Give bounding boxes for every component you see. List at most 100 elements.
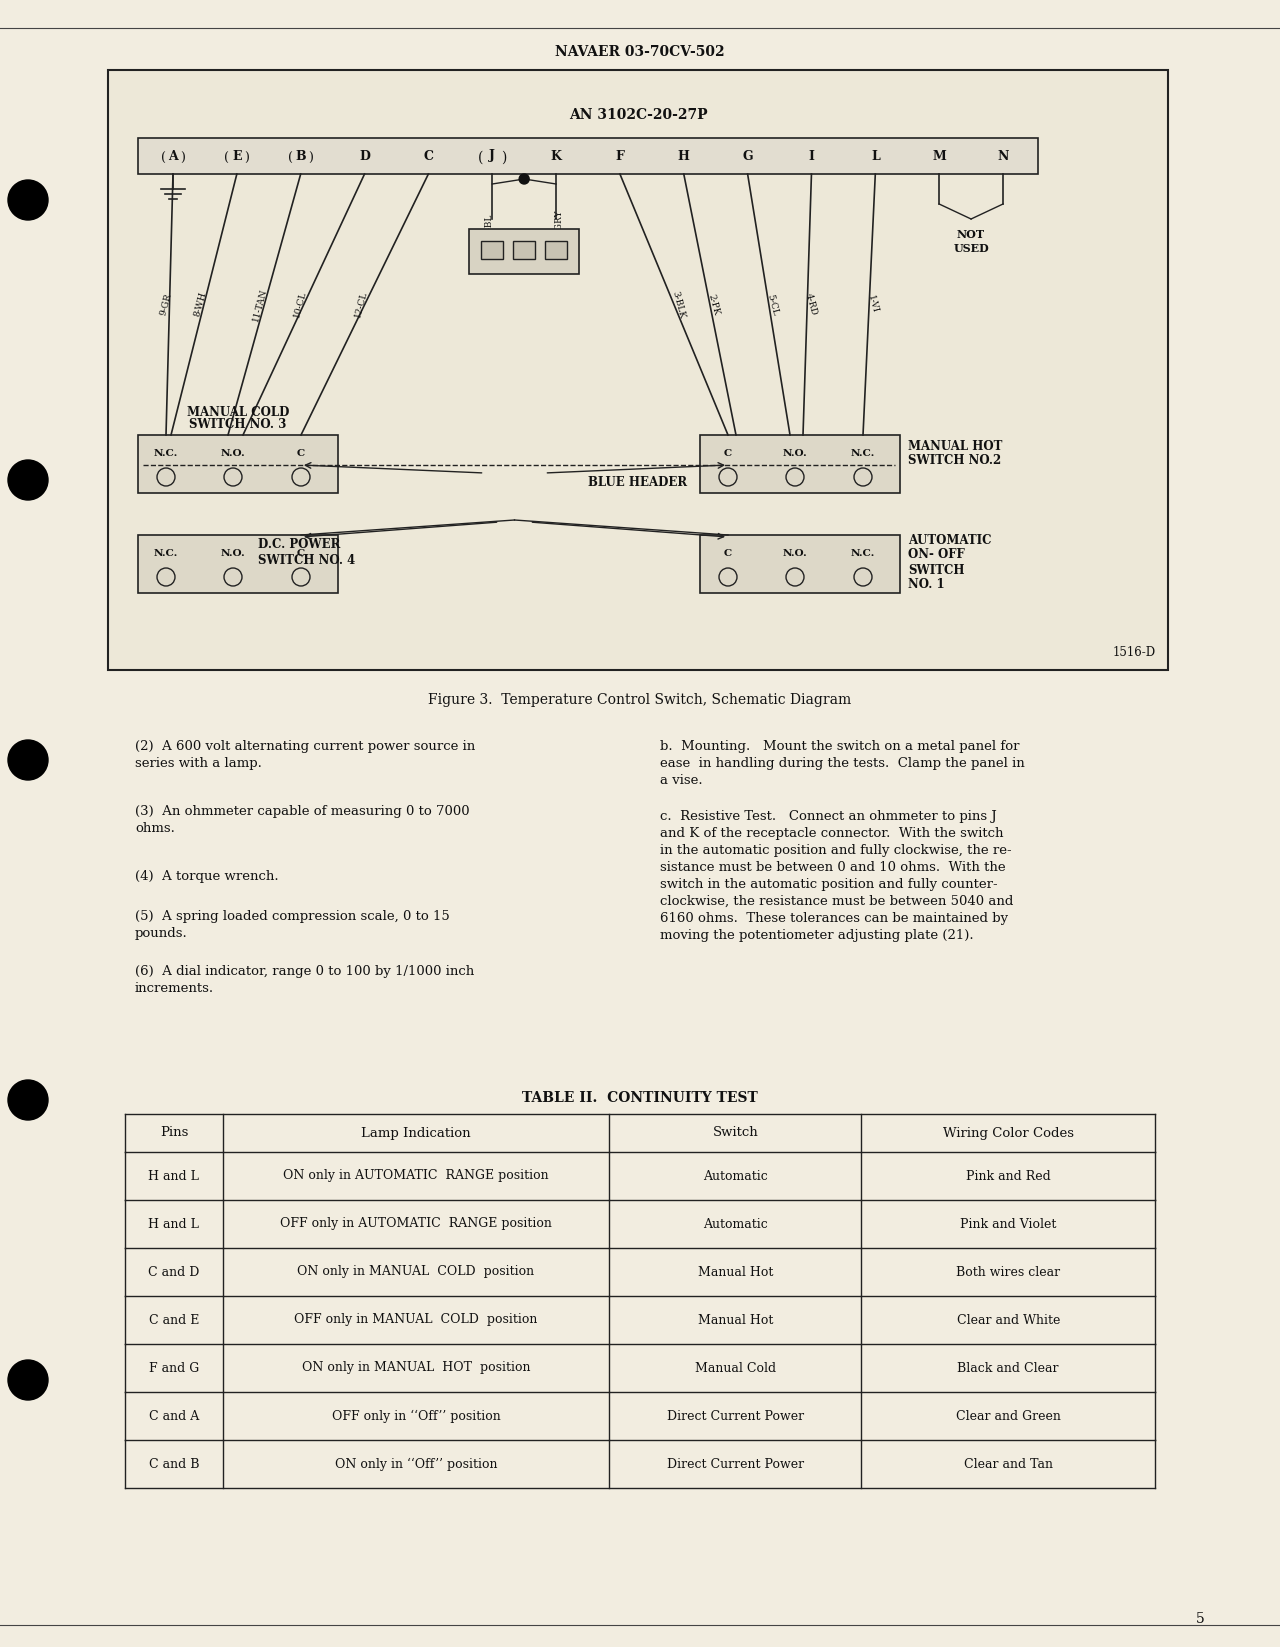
Circle shape xyxy=(786,468,804,486)
Text: Both wires clear: Both wires clear xyxy=(956,1265,1060,1278)
Bar xyxy=(138,138,1038,175)
Text: N.C.: N.C. xyxy=(851,548,876,557)
Text: 12-CL: 12-CL xyxy=(353,290,369,320)
Circle shape xyxy=(224,468,242,486)
Text: SWITCH NO. 3: SWITCH NO. 3 xyxy=(189,418,287,432)
Text: C and B: C and B xyxy=(148,1458,200,1471)
Text: D.C. POWER: D.C. POWER xyxy=(259,539,340,552)
Text: C: C xyxy=(297,448,305,458)
Text: I: I xyxy=(809,150,814,163)
Text: Automatic: Automatic xyxy=(703,1169,768,1183)
Circle shape xyxy=(224,568,242,586)
Text: ON only in AUTOMATIC  RANGE position: ON only in AUTOMATIC RANGE position xyxy=(283,1169,549,1183)
Circle shape xyxy=(8,460,49,501)
Text: ON only in MANUAL  COLD  position: ON only in MANUAL COLD position xyxy=(297,1265,535,1278)
Text: Black and Clear: Black and Clear xyxy=(957,1362,1059,1375)
Text: 6-GRY: 6-GRY xyxy=(554,209,563,239)
Text: A: A xyxy=(168,150,178,163)
Text: (2)  A 600 volt alternating current power source in
series with a lamp.: (2) A 600 volt alternating current power… xyxy=(134,740,475,771)
Text: AN 3102C-20-27P: AN 3102C-20-27P xyxy=(568,109,708,122)
Text: (5)  A spring loaded compression scale, 0 to 15
pounds.: (5) A spring loaded compression scale, 0… xyxy=(134,911,449,940)
Bar xyxy=(481,240,503,259)
Bar xyxy=(545,240,567,259)
Circle shape xyxy=(157,568,175,586)
Text: (: ( xyxy=(224,152,229,165)
Bar xyxy=(138,435,338,492)
Text: N: N xyxy=(997,150,1009,163)
Text: Direct Current Power: Direct Current Power xyxy=(667,1410,804,1423)
Text: 11-TAN: 11-TAN xyxy=(252,287,269,323)
Text: (: ( xyxy=(477,152,483,165)
Text: Clear and Tan: Clear and Tan xyxy=(964,1458,1052,1471)
Text: D: D xyxy=(360,150,370,163)
Circle shape xyxy=(292,468,310,486)
Circle shape xyxy=(8,1080,49,1120)
Text: Manual Cold: Manual Cold xyxy=(695,1362,776,1375)
Text: SWITCH NO. 4: SWITCH NO. 4 xyxy=(259,553,356,567)
Text: N.O.: N.O. xyxy=(220,448,246,458)
Text: ): ) xyxy=(308,152,314,165)
Text: N.O.: N.O. xyxy=(782,548,808,557)
Text: OFF only in AUTOMATIC  RANGE position: OFF only in AUTOMATIC RANGE position xyxy=(280,1217,552,1230)
Text: (3)  An ohmmeter capable of measuring 0 to 7000
ohms.: (3) An ohmmeter capable of measuring 0 t… xyxy=(134,805,470,835)
Text: (: ( xyxy=(288,152,293,165)
Circle shape xyxy=(292,568,310,586)
Circle shape xyxy=(786,568,804,586)
Circle shape xyxy=(8,740,49,781)
Text: MANUAL COLD: MANUAL COLD xyxy=(187,407,289,420)
Text: Figure 3.  Temperature Control Switch, Schematic Diagram: Figure 3. Temperature Control Switch, Sc… xyxy=(429,693,851,707)
Text: Lamp Indication: Lamp Indication xyxy=(361,1127,471,1140)
Text: (4)  A torque wrench.: (4) A torque wrench. xyxy=(134,870,279,883)
Text: N.C.: N.C. xyxy=(851,448,876,458)
Circle shape xyxy=(854,468,872,486)
Text: TABLE II.  CONTINUITY TEST: TABLE II. CONTINUITY TEST xyxy=(522,1090,758,1105)
Bar xyxy=(700,535,900,593)
Text: C: C xyxy=(724,448,732,458)
Bar xyxy=(470,229,579,273)
Text: B: B xyxy=(296,150,306,163)
Text: N.C.: N.C. xyxy=(154,448,178,458)
Text: C and E: C and E xyxy=(148,1314,200,1326)
Text: H and L: H and L xyxy=(148,1169,200,1183)
Text: 3-BLK: 3-BLK xyxy=(669,290,686,320)
Circle shape xyxy=(8,1360,49,1400)
Text: 7-BL: 7-BL xyxy=(485,214,494,234)
Text: M: M xyxy=(932,150,946,163)
Circle shape xyxy=(719,568,737,586)
Text: Wiring Color Codes: Wiring Color Codes xyxy=(943,1127,1074,1140)
Text: BLUE HEADER: BLUE HEADER xyxy=(589,476,687,489)
Bar xyxy=(108,71,1169,670)
Text: F: F xyxy=(616,150,625,163)
Text: Pink and Violet: Pink and Violet xyxy=(960,1217,1056,1230)
Text: OFF only in MANUAL  COLD  position: OFF only in MANUAL COLD position xyxy=(294,1314,538,1326)
Bar xyxy=(138,535,338,593)
Text: 2-PK: 2-PK xyxy=(707,293,721,316)
Text: L: L xyxy=(870,150,879,163)
Text: (: ( xyxy=(160,152,165,165)
Text: Pins: Pins xyxy=(160,1127,188,1140)
Text: N.C.: N.C. xyxy=(154,548,178,557)
Text: N.O.: N.O. xyxy=(220,548,246,557)
Text: C: C xyxy=(724,548,732,557)
Text: NO. 1: NO. 1 xyxy=(908,578,945,591)
Text: C and D: C and D xyxy=(148,1265,200,1278)
Text: b.  Mounting.   Mount the switch on a metal panel for
ease  in handling during t: b. Mounting. Mount the switch on a metal… xyxy=(660,740,1025,787)
Text: NOT: NOT xyxy=(957,229,986,239)
Text: ON only in ‘‘Off’’ position: ON only in ‘‘Off’’ position xyxy=(335,1458,497,1471)
Circle shape xyxy=(719,468,737,486)
Text: C: C xyxy=(424,150,434,163)
Text: C and A: C and A xyxy=(148,1410,200,1423)
Text: Manual Hot: Manual Hot xyxy=(698,1265,773,1278)
Text: SWITCH NO.2: SWITCH NO.2 xyxy=(908,455,1001,468)
Text: c.  Resistive Test.   Connect an ohmmeter to pins J
and K of the receptacle conn: c. Resistive Test. Connect an ohmmeter t… xyxy=(660,810,1014,942)
Text: 9-GR: 9-GR xyxy=(159,293,173,316)
Text: C: C xyxy=(297,548,305,557)
Text: ON only in MANUAL  HOT  position: ON only in MANUAL HOT position xyxy=(302,1362,530,1375)
Text: 4-RD: 4-RD xyxy=(804,293,818,316)
Text: NAVAER 03-70CV-502: NAVAER 03-70CV-502 xyxy=(556,44,724,59)
Text: Pink and Red: Pink and Red xyxy=(966,1169,1051,1183)
Text: Clear and Green: Clear and Green xyxy=(956,1410,1061,1423)
Text: (6)  A dial indicator, range 0 to 100 by 1/1000 inch
increments.: (6) A dial indicator, range 0 to 100 by … xyxy=(134,965,475,995)
Text: 5-CL: 5-CL xyxy=(765,293,780,316)
Text: USED: USED xyxy=(954,244,989,255)
